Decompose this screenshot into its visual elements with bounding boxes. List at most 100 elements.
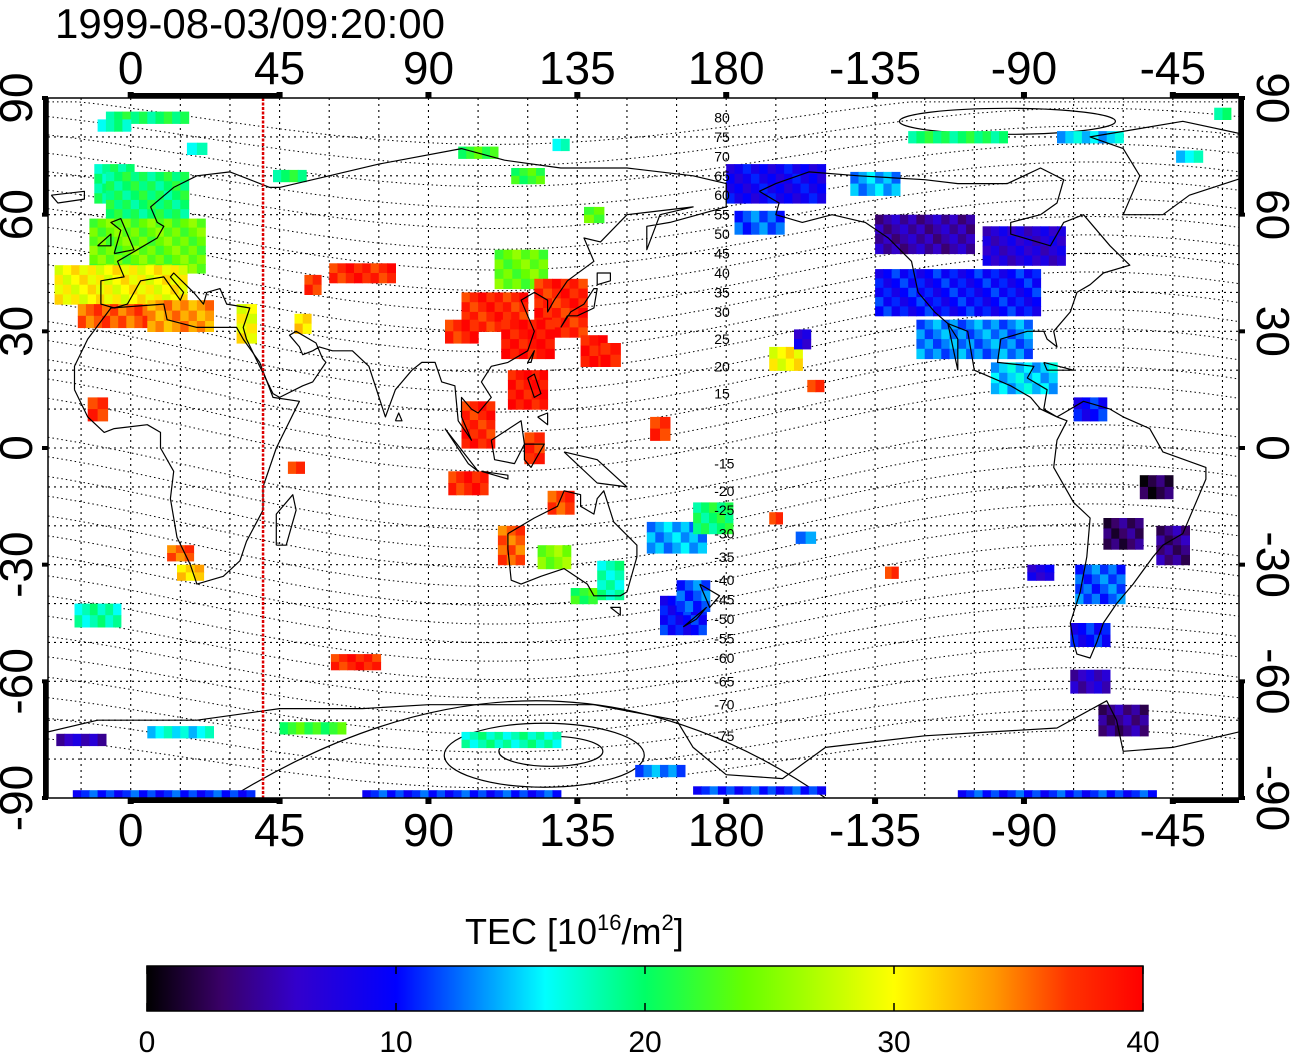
tec-cell: [445, 319, 454, 332]
tec-cell: [1086, 669, 1095, 682]
tec-cell: [570, 588, 581, 597]
tec-cell: [597, 560, 607, 572]
tec-cell: [506, 554, 517, 566]
tec-cell: [734, 183, 744, 194]
x-tick-bottom: [425, 798, 432, 804]
tec-cell: [163, 111, 173, 124]
tec-cell: [163, 790, 173, 798]
magnetic-contour: [48, 309, 1239, 393]
tec-cell: [957, 306, 967, 317]
tec-cell: [759, 193, 769, 204]
tec-cell: [734, 193, 744, 204]
tec-cell: [1106, 725, 1116, 737]
tec-cell: [539, 379, 549, 391]
tec-cell: [436, 790, 446, 798]
tec-cell: [589, 356, 599, 367]
tec-cell: [999, 269, 1008, 279]
tec-cell: [1090, 409, 1099, 422]
tec-cell: [163, 227, 173, 238]
tec-cell: [808, 164, 818, 175]
tec-cell: [966, 790, 975, 798]
tec-cell: [1040, 226, 1050, 237]
tec-cell: [982, 329, 992, 340]
tec-cell: [534, 288, 544, 299]
tec-cell: [494, 259, 504, 270]
tec-cell: [147, 190, 157, 201]
tec-cell: [701, 580, 711, 592]
colorbar-tick-label: 40: [1126, 1026, 1159, 1057]
contour-label: 30: [714, 304, 730, 320]
tec-cell: [1007, 339, 1017, 350]
tec-cell: [180, 181, 190, 192]
tec-cell: [147, 726, 157, 739]
tec-cell: [660, 615, 669, 626]
x-tick-label-top: 135: [539, 42, 616, 94]
tec-cell: [362, 790, 372, 798]
tec-cell: [974, 287, 984, 298]
tec-cell: [142, 315, 152, 329]
tec-cell: [180, 190, 190, 201]
tec-cell: [478, 292, 487, 303]
tec-cell: [1135, 528, 1144, 540]
tec-cell: [908, 214, 918, 225]
tec-cell: [420, 790, 430, 798]
tec-cell: [1098, 409, 1108, 422]
tec-cell: [93, 315, 103, 329]
tec-cell: [1116, 584, 1126, 595]
tec-cell: [545, 545, 555, 558]
tec-cell: [79, 274, 89, 286]
axis-tick-labels: 0045459090135135180180-135-135-90-90-45-…: [0, 42, 1292, 856]
tec-cell: [941, 214, 951, 225]
tec-cell: [97, 603, 106, 616]
tec-cell: [916, 329, 926, 340]
tec-cell: [196, 790, 206, 798]
tec-cell: [1075, 564, 1085, 575]
tec-cell: [802, 339, 812, 350]
tec-cell: [403, 790, 413, 798]
tec-cell: [196, 142, 208, 155]
x-tick-label-bottom: 0: [118, 804, 144, 856]
tec-cell: [957, 269, 967, 279]
tec-cell: [916, 224, 926, 235]
tec-cell: [486, 321, 496, 332]
tec-cell: [97, 245, 107, 256]
tec-cell: [949, 278, 959, 289]
tec-cell: [137, 294, 147, 305]
tec-cell: [982, 255, 992, 266]
tec-cell: [114, 199, 124, 210]
tec-cell: [478, 420, 487, 430]
tec-cell: [1164, 525, 1174, 537]
tec-cell: [172, 171, 181, 182]
tec-cell: [1083, 584, 1093, 595]
tec-cell: [966, 131, 975, 144]
tec-cell: [701, 523, 710, 535]
tec-cell: [494, 731, 504, 741]
y-tick-right: [1239, 679, 1245, 684]
tec-cell: [453, 331, 463, 344]
tec-cell: [89, 733, 99, 747]
tec-cell: [510, 339, 520, 350]
tec-cell: [507, 399, 517, 410]
tec-cell: [726, 173, 736, 185]
tec-cell: [370, 273, 380, 284]
colorbar-tick-label: 30: [877, 1026, 910, 1057]
tec-cell: [536, 348, 546, 360]
tec-cell: [899, 287, 909, 298]
tec-cell: [170, 284, 180, 295]
tec-cell: [883, 234, 893, 245]
tec-cell: [469, 438, 479, 449]
tec-cell: [461, 438, 471, 449]
tec-cell: [982, 131, 992, 144]
tec-cell: [482, 146, 491, 159]
tec-cell: [536, 175, 545, 185]
tec-cell: [387, 790, 396, 798]
coastline: [481, 470, 509, 480]
tec-cell: [1116, 574, 1126, 585]
tec-cell: [891, 214, 901, 225]
tec-cell: [1123, 704, 1133, 716]
tec-cell: [817, 183, 827, 194]
tec-cell: [547, 490, 557, 504]
tec-cell: [137, 265, 147, 276]
y-tick-label-right: 60: [1247, 189, 1292, 240]
tec-cell: [584, 214, 595, 224]
